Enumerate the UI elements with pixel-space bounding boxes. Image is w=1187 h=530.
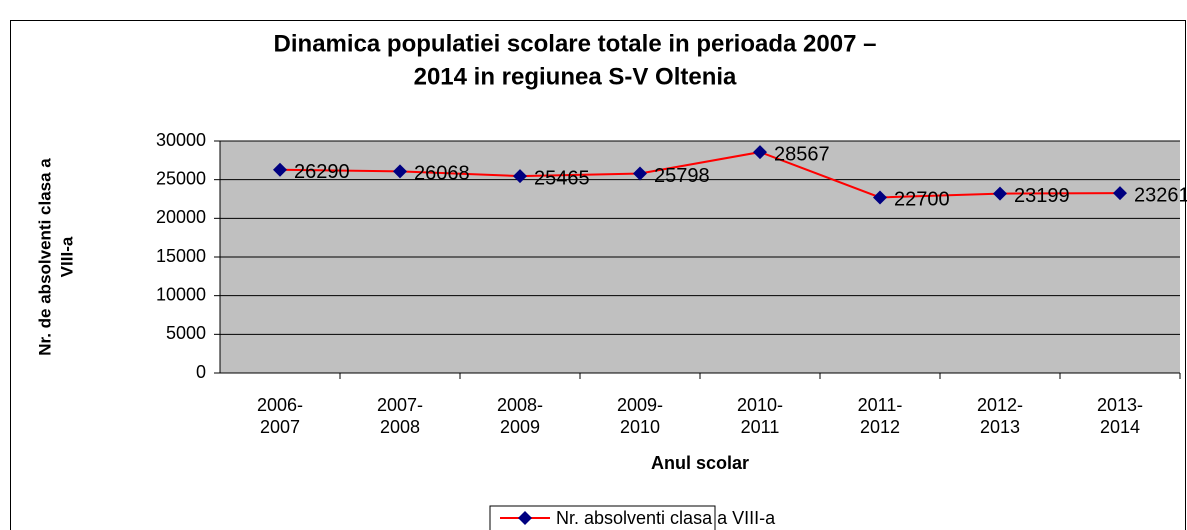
marker	[273, 162, 287, 177]
chart-title: 2014 in regiunea S-V Oltenia	[414, 63, 737, 90]
legend-marker	[518, 511, 532, 525]
marker	[393, 164, 407, 179]
data-label: 23199	[1014, 185, 1070, 207]
data-label: 25465	[534, 167, 590, 189]
data-label: 25798	[654, 165, 710, 187]
y-axis-label: VIII-a	[57, 236, 76, 277]
chart-title: Dinamica populatiei scolare totale in pe…	[274, 30, 877, 57]
y-tick-label: 0	[196, 362, 206, 382]
data-label: 26290	[294, 161, 350, 183]
marker	[873, 190, 887, 205]
y-tick-label: 5000	[166, 323, 206, 343]
data-label: 26068	[414, 163, 470, 185]
x-tick-label: 2008-2009	[497, 395, 543, 437]
x-axis-label: Anul scolar	[651, 453, 749, 473]
y-tick-label: 15000	[156, 246, 206, 266]
y-tick-label: 25000	[156, 168, 206, 188]
x-tick-label: 2006-2007	[257, 395, 303, 437]
x-tick-label: 2011-2012	[858, 395, 903, 437]
legend-label: Nr. absolventi clasa a VIII-a	[556, 508, 776, 528]
marker	[633, 166, 647, 181]
y-tick-label: 20000	[156, 207, 206, 227]
x-tick-label: 2013-2014	[1097, 395, 1143, 437]
marker	[513, 169, 527, 184]
data-label: 23261	[1134, 184, 1187, 206]
marker	[1113, 186, 1127, 201]
data-label: 28567	[774, 143, 830, 165]
marker	[753, 145, 767, 160]
line	[279, 151, 1121, 199]
x-tick-label: 2010-2011	[737, 395, 783, 437]
marker	[993, 186, 1007, 201]
x-tick-label: 2012-2013	[977, 395, 1023, 437]
y-tick-label: 30000	[156, 130, 206, 150]
y-axis-label: Nr. de absolventi clasa a	[35, 158, 54, 356]
x-tick-label: 2009-2010	[617, 395, 663, 437]
legend	[489, 505, 716, 530]
x-tick-label: 2007-2008	[377, 395, 423, 437]
y-tick-label: 10000	[156, 284, 206, 304]
data-label: 22700	[894, 189, 950, 211]
